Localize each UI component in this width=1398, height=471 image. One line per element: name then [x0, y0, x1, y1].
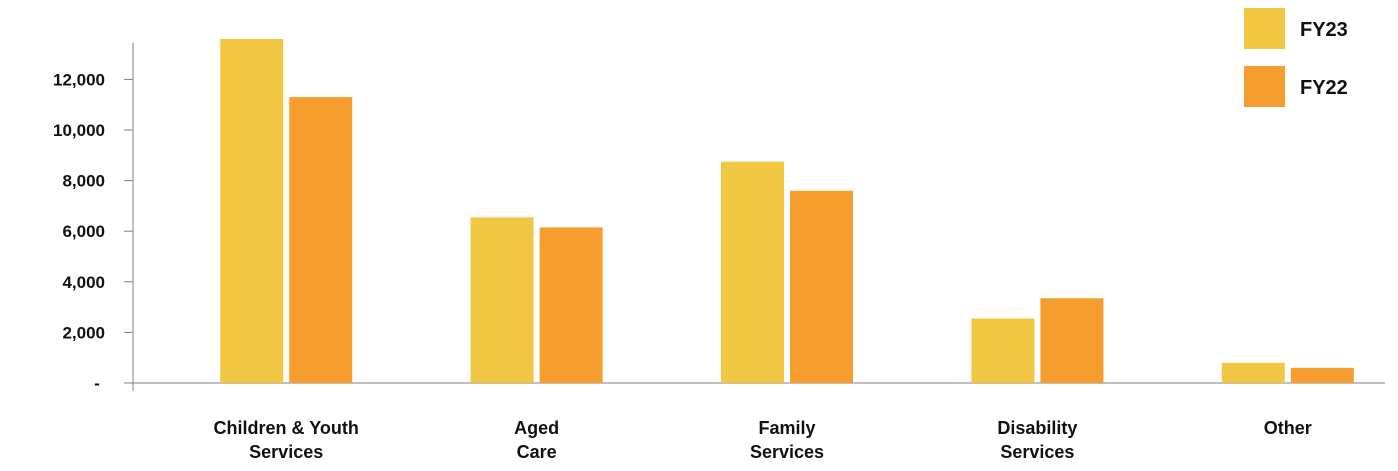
category-label: Aged Care — [514, 418, 559, 462]
bar-fy23-0 — [220, 38, 284, 384]
bar-fy23-4 — [1221, 362, 1285, 383]
legend-swatch-fy23 — [1244, 8, 1285, 49]
legend-label-fy23: FY23 — [1300, 19, 1348, 41]
legend-label-fy22: FY22 — [1300, 77, 1348, 99]
bar-fy22-0 — [289, 97, 353, 384]
y-tick-label: 10,000 — [53, 121, 105, 140]
legend: FY23 FY22 — [1244, 8, 1348, 107]
bars — [220, 38, 1354, 384]
category-label: Disability Services — [997, 418, 1077, 462]
y-tick-label: - — [94, 374, 100, 393]
y-tick-label: 4,000 — [62, 273, 105, 292]
y-tick-label: 6,000 — [62, 222, 105, 241]
bar-fy23-1 — [470, 217, 534, 383]
bar-fy22-2 — [790, 190, 853, 383]
y-tick-label: 12,000 — [53, 70, 105, 89]
category-labels: Children & Youth Services Aged Care Family Se… — [214, 418, 1312, 462]
bar-fy22-3 — [1040, 298, 1104, 383]
bar-fy22-1 — [539, 227, 603, 383]
bar-fy22-4 — [1290, 367, 1354, 383]
bar-fy23-3 — [971, 318, 1035, 383]
bar-fy23-2 — [721, 161, 784, 383]
y-axis: - 2,000 4,000 6,000 8,000 10,000 12,000 — [53, 42, 134, 393]
category-label: Other — [1264, 418, 1312, 438]
category-label: Family Services — [750, 418, 824, 462]
y-tick-label: 2,000 — [62, 323, 105, 342]
legend-swatch-fy22 — [1244, 66, 1285, 107]
y-tick-label: 8,000 — [62, 172, 105, 191]
category-label: Children & Youth Services — [214, 418, 359, 462]
